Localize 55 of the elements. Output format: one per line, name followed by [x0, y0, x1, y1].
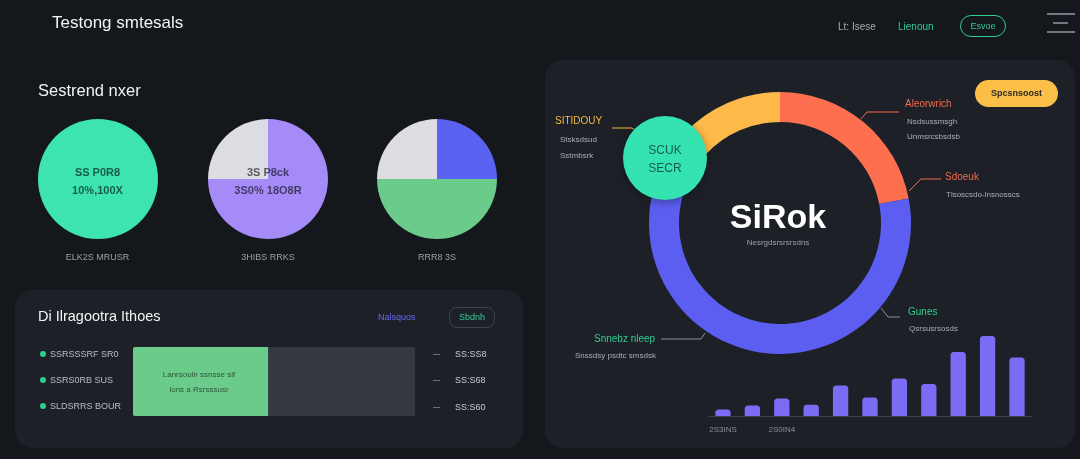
text: Aleorwrich: [905, 98, 952, 109]
text: Qsrsusrsosds: [909, 324, 958, 333]
text: RRR8 3S: [417, 251, 457, 262]
x-tick-label: 2S0IN4: [768, 424, 796, 434]
text: Nsdsussmsgh: [907, 117, 958, 126]
text: Gunes: [908, 306, 938, 317]
text: SSRS0RB SUS: [50, 374, 114, 385]
text: SCUK: [648, 143, 682, 157]
text: 3S P8ck: [246, 165, 290, 178]
bar: [950, 352, 966, 416]
chart-title: Sestrend nxer: [38, 80, 141, 99]
text: Testong smtesals: [52, 12, 184, 32]
bar: [1009, 357, 1025, 416]
text: SS:S68: [455, 374, 486, 385]
bar: [891, 378, 908, 416]
chart-title: Di Ilragootra Ithoes: [38, 307, 161, 324]
bar: [921, 384, 937, 416]
pie-slice: [208, 119, 328, 239]
text: Sdoeuk: [945, 171, 979, 182]
text: Lt: Isese: [838, 21, 876, 32]
bar: [862, 397, 878, 416]
text: Stsksdsud: [560, 135, 597, 144]
text: Tlsoscsdo-lnsnosscs: [946, 190, 1020, 199]
pie-slice: [377, 179, 497, 239]
pill-button: Spcsnsoost: [975, 80, 1058, 107]
text: Sstmbsrk: [560, 151, 594, 160]
text: SECR: [648, 161, 682, 175]
bar: [803, 404, 819, 416]
bar: [774, 398, 790, 416]
text: Snnebz nleep: [594, 333, 656, 344]
pie-slice: [377, 119, 437, 179]
button: Sbdnh: [449, 307, 495, 328]
text: Unmsrcsbsdsb: [907, 132, 960, 141]
annotation: Lanrsoulir ssnsse slf: [162, 370, 236, 379]
bar: [979, 336, 996, 416]
text: SSRSSSRF SR0: [50, 348, 119, 359]
text: 3HIBS RRKS: [241, 251, 295, 262]
text: Nesrgdsrsrsrsdns: [746, 238, 810, 247]
text: Snssdsy psdtc smsdsk: [575, 351, 656, 360]
text: ELK2S MRUSR: [65, 251, 130, 262]
text: SLDSRRS BOUR: [50, 400, 122, 411]
text: Lienoun: [898, 21, 934, 32]
text: SS:SS8: [455, 348, 487, 359]
text: SITIDOUY: [555, 115, 603, 126]
text: Nalsquos: [378, 311, 416, 322]
annotation: lons a Rsrsssusr: [169, 385, 229, 394]
text: SiRok: [729, 197, 827, 235]
text: SS P0R8: [74, 165, 121, 178]
pie-slice: [437, 119, 497, 179]
x-tick-label: 2S3INS: [709, 424, 737, 434]
text: 3S0% 18O8R: [234, 183, 302, 196]
text: SS:S60: [455, 401, 486, 412]
text: 10%,100X: [72, 183, 123, 196]
bar: [744, 405, 761, 416]
bar: [832, 385, 849, 416]
